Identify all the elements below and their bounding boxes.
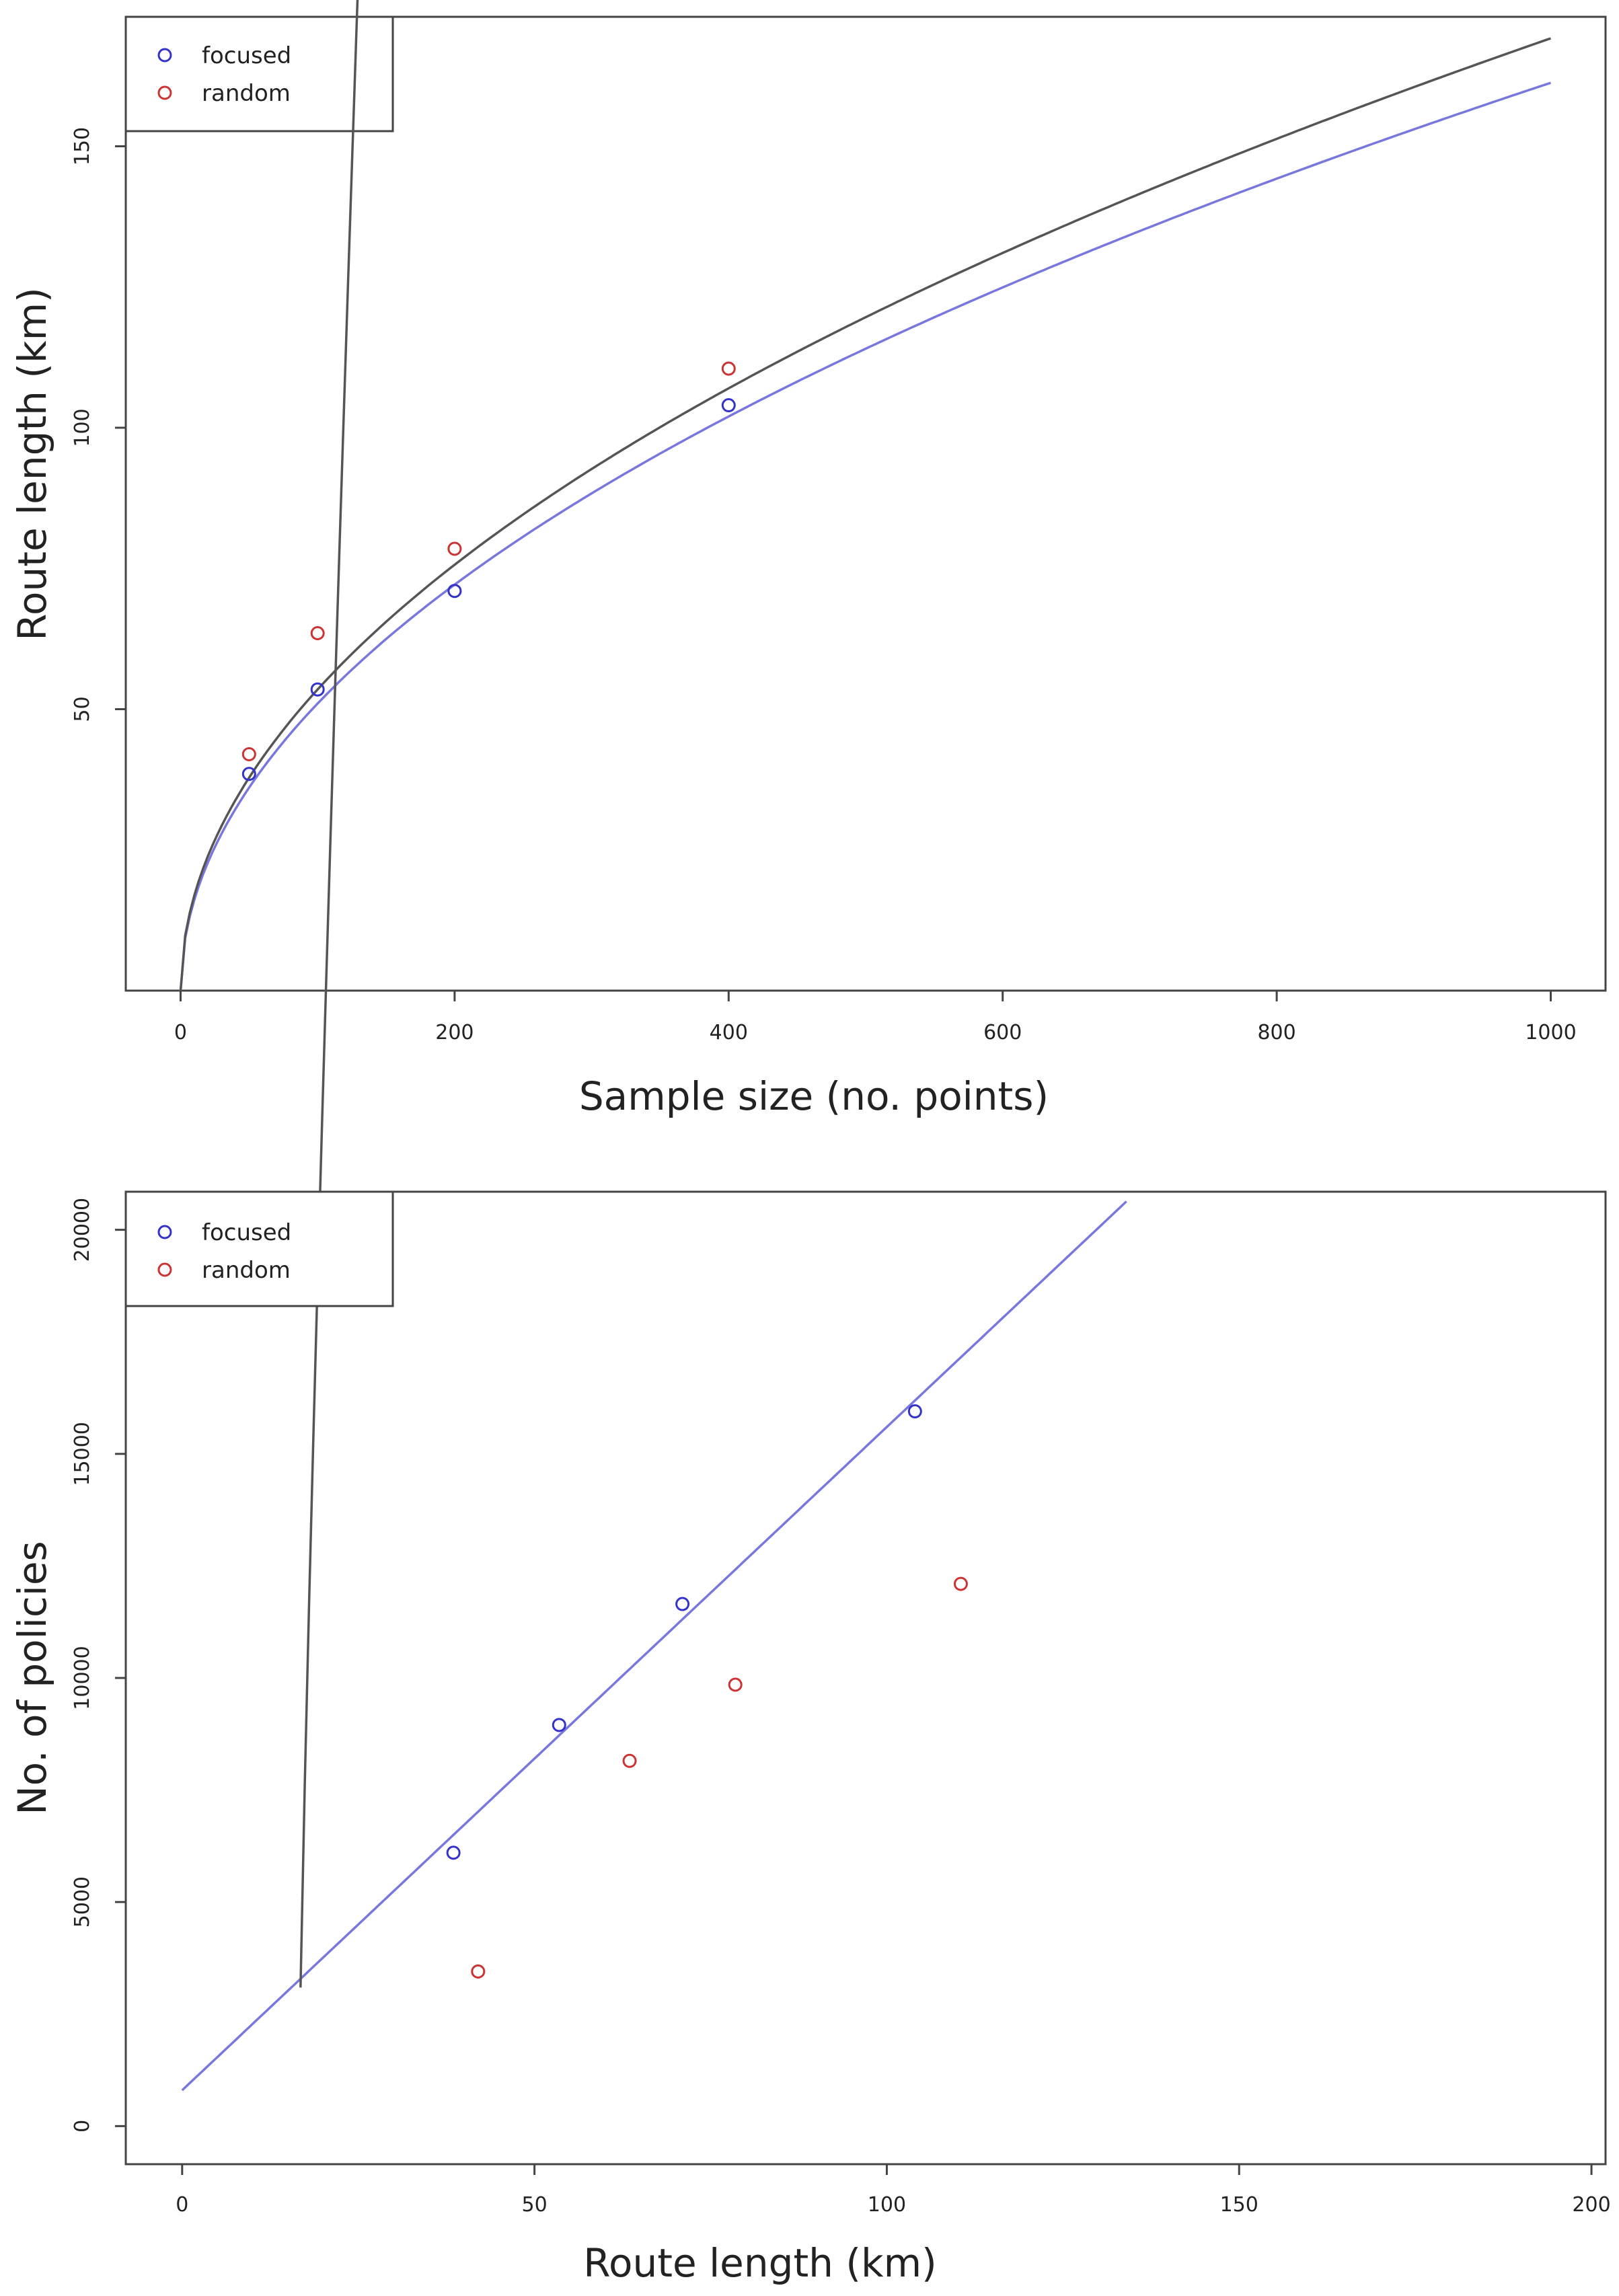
x-axis-title: Route length (km) [583,2240,936,2286]
legend-box [124,1190,394,1307]
y-tick-label: 10000 [71,1646,94,1710]
x-tick-label: 200 [435,1021,474,1044]
legend-marker-focused [157,48,172,63]
legend-label-focused: focused [202,1219,291,1246]
data-point-focused [310,682,325,697]
x-axis: 0 200 400 600 800 1000 [174,991,1577,1044]
x-tick-label: 600 [983,1021,1022,1044]
y-tick-label: 150 [71,127,94,165]
x-axis-title: Sample size (no. points) [579,1073,1049,1119]
legend-label-random: random [202,1257,291,1284]
x-tick-label: 200 [1572,2193,1610,2217]
y-axis-title: Route length (km) [9,287,55,640]
y-tick-label: 0 [71,2120,94,2133]
route-length-vs-sample-size-chart: 0 200 400 600 800 1000 50 100 150 Sample size (… [9,15,1607,1119]
fit-curve-focused [179,81,1552,991]
data-point-random [728,1677,743,1692]
fit-curve-random [179,37,1552,991]
y-axis-title: No. of policies [9,1541,55,1815]
y-axis: 0 5000 10000 15000 20000 [71,1198,126,2133]
data-point-focused [907,1404,922,1419]
legend-marker-random [157,85,172,100]
fit-curve-focused [181,1200,1127,2092]
legend-box [124,15,394,132]
y-axis: 50 100 150 [71,127,126,722]
y-tick-label: 50 [71,696,94,722]
data-points [241,361,736,781]
data-point-focused [241,767,256,781]
fit-curve-random [299,0,359,1988]
x-tick-label: 800 [1257,1021,1295,1044]
plot-frame [124,1190,1607,2166]
x-tick-label: 1000 [1525,1021,1576,1044]
fit-curves [179,37,1552,991]
fit-curves [181,0,1127,2092]
data-point-random [310,626,325,641]
x-tick-label: 100 [868,2193,906,2217]
legend: focused random [124,15,394,132]
legend: focused random [124,1190,394,1307]
x-tick-label: 400 [710,1021,748,1044]
data-point-focused [552,1718,566,1732]
data-point-random [622,1753,637,1768]
data-point-focused [675,1597,690,1611]
legend-marker-focused [157,1225,172,1239]
x-axis: 0 50 100 150 200 [176,2164,1611,2217]
x-tick-label: 0 [176,2193,188,2217]
data-points [446,1404,968,1979]
data-point-random [471,1964,486,1979]
x-tick-label: 150 [1220,2193,1258,2217]
data-point-focused [721,398,736,413]
x-tick-label: 50 [522,2193,548,2217]
data-point-focused [447,584,462,599]
plot-frame [124,15,1607,992]
y-tick-label: 100 [71,408,94,447]
data-point-random [447,541,462,556]
legend-marker-random [157,1262,172,1277]
y-tick-label: 5000 [71,1876,94,1927]
x-tick-label: 0 [174,1021,187,1044]
data-point-focused [446,1845,461,1860]
legend-label-random: random [202,80,291,107]
data-point-random [721,361,736,376]
y-tick-label: 15000 [71,1422,94,1486]
y-tick-label: 20000 [71,1198,94,1262]
data-point-random [241,747,256,761]
data-point-random [953,1576,968,1591]
legend-label-focused: focused [202,42,291,69]
